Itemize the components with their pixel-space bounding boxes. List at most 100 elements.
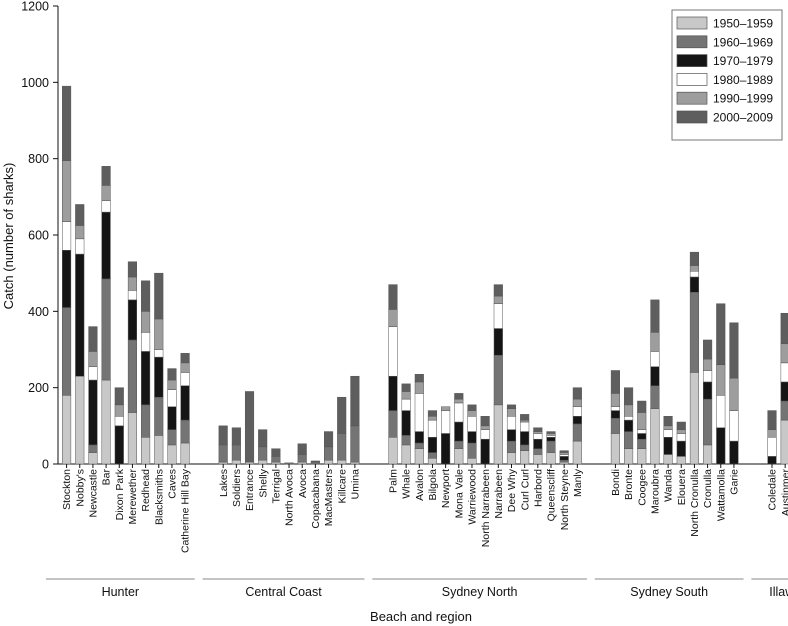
bar-segment — [546, 452, 556, 465]
bar-segment — [663, 429, 673, 438]
bar-segment — [676, 433, 686, 442]
category-label: Mona Vale — [453, 469, 465, 519]
category-label: Harbord — [532, 469, 544, 507]
bar-segment — [154, 349, 164, 358]
y-tick-label: 400 — [28, 305, 49, 319]
legend-label: 1950–1959 — [713, 17, 773, 31]
category-label: Blacksmiths — [153, 469, 165, 525]
category-label: Elouera — [676, 469, 688, 505]
bar-segment — [141, 404, 151, 438]
stacked-bar — [414, 374, 424, 465]
bar-segment — [780, 312, 788, 345]
bar-segment — [401, 435, 411, 446]
bar-segment — [427, 416, 438, 421]
stacked-bar — [388, 284, 398, 465]
bar-segment — [572, 387, 582, 400]
category-label: Whale — [401, 469, 413, 499]
bar-segment — [401, 410, 411, 436]
bar-segment — [258, 446, 268, 461]
category-label: Bondi — [610, 469, 622, 496]
bar-segment — [676, 429, 686, 434]
bar-segment — [337, 396, 347, 434]
stacked-bar — [610, 370, 620, 465]
category-label: Wanda — [663, 469, 675, 502]
category-label: Stockton — [61, 469, 73, 510]
bar-segment — [388, 410, 398, 438]
bar-segment — [75, 253, 85, 377]
bar-segment — [520, 450, 530, 465]
bar-segment — [624, 431, 634, 449]
category-label: Killcare — [336, 469, 348, 504]
bar-segment — [62, 85, 72, 161]
bar-segment — [520, 421, 530, 432]
bar-segment — [310, 460, 320, 463]
bar-segment — [310, 461, 320, 465]
bar-segment — [114, 387, 124, 406]
bar-segment — [101, 200, 111, 213]
legend-label: 1980–1989 — [713, 73, 773, 87]
bar-segment — [767, 456, 777, 465]
bar-segment — [493, 284, 503, 297]
bar-segment — [114, 404, 124, 417]
bar-segment — [533, 438, 543, 449]
bar-segment — [546, 433, 556, 436]
bar-segment — [180, 353, 190, 364]
bar-segment — [650, 332, 660, 352]
bar-segment — [454, 440, 464, 449]
bar-segment — [610, 433, 620, 465]
bar-segment — [271, 448, 281, 457]
category-label: Newport — [440, 469, 452, 508]
bar-segment — [414, 431, 424, 444]
stacked-bar — [546, 431, 556, 465]
bar-segment — [350, 425, 360, 463]
category-label: Cronulla — [702, 469, 714, 508]
category-label: Garie — [729, 469, 741, 495]
stacked-bar — [337, 396, 347, 465]
bar-segment — [218, 461, 228, 465]
bar-segment — [414, 381, 424, 394]
bar-segment — [167, 406, 177, 430]
bar-segment — [637, 412, 647, 430]
stacked-bar — [258, 429, 268, 465]
bar-segment — [767, 410, 777, 430]
bar-segment — [520, 419, 530, 423]
category-label: Palm — [388, 469, 400, 493]
region-label: Hunter — [102, 585, 140, 599]
bar-segment — [506, 452, 517, 465]
bar-segment — [141, 437, 151, 465]
bar-segment — [337, 459, 347, 465]
category-label: Copacabana — [310, 469, 322, 529]
legend-swatch — [676, 110, 708, 124]
bar-segment — [88, 326, 98, 352]
stacked-bar — [650, 299, 660, 465]
stacked-bar — [480, 416, 490, 465]
bar-segment — [454, 448, 464, 465]
legend-label: 1960–1969 — [713, 35, 773, 49]
bar-segment — [493, 303, 503, 329]
stacked-bar — [88, 326, 98, 465]
bar-segment — [75, 375, 85, 465]
bar-segment — [689, 276, 699, 293]
bar-segment — [62, 307, 72, 396]
bar-segment — [676, 440, 686, 457]
bar-segment — [703, 398, 713, 446]
bar-segment — [167, 379, 177, 390]
bar-segment — [703, 339, 713, 360]
bar-segment — [533, 454, 543, 465]
category-label: MacMasters — [323, 469, 335, 526]
bar-segment — [218, 425, 228, 446]
bar-segment — [506, 404, 517, 409]
bar-segment — [650, 366, 660, 387]
legend-swatch — [676, 16, 708, 30]
stacked-bar — [180, 353, 190, 465]
bar-segment — [767, 429, 777, 438]
bar-segment — [154, 318, 164, 350]
stacked-bar — [218, 425, 228, 465]
bar-segment — [88, 444, 98, 453]
category-label: Newcastle — [88, 469, 100, 518]
region-label: Sydney North — [442, 585, 518, 599]
region-label: Sydney South — [630, 585, 708, 599]
bar-segment — [729, 410, 739, 442]
bar-segment — [572, 406, 582, 417]
bar-segment — [324, 459, 334, 465]
